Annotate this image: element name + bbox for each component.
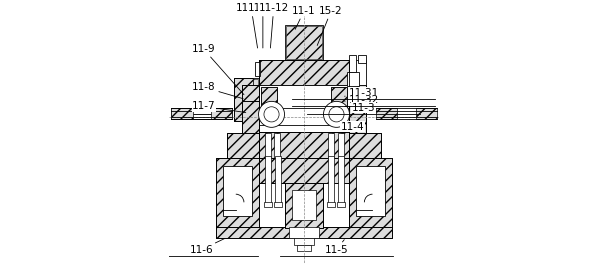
Bar (261, 87, 277, 112)
Bar (347, 72, 359, 86)
Bar (242, 101, 258, 133)
Bar (331, 87, 347, 112)
Bar (227, 133, 258, 158)
Bar (356, 166, 385, 216)
Bar (338, 133, 344, 158)
Bar (289, 227, 319, 238)
Bar (350, 101, 366, 133)
Bar (350, 55, 356, 72)
Bar (258, 132, 350, 158)
Bar (274, 133, 280, 158)
Bar (264, 133, 271, 158)
Bar (258, 158, 350, 183)
Bar (358, 55, 366, 63)
Bar (350, 101, 366, 133)
Bar (233, 78, 252, 121)
Bar (242, 101, 258, 133)
Bar (337, 202, 345, 207)
Bar (258, 158, 350, 183)
Bar (328, 133, 334, 158)
Bar (350, 85, 366, 109)
Bar (297, 245, 311, 251)
Text: 11-31: 11-31 (345, 88, 379, 98)
Bar (416, 109, 437, 119)
Bar (210, 109, 232, 119)
Bar (286, 26, 322, 59)
Bar (253, 79, 258, 89)
Bar (233, 78, 252, 121)
Bar (285, 183, 323, 228)
Text: 11-10: 11-10 (236, 3, 266, 48)
Bar (275, 156, 281, 205)
Text: 11-1: 11-1 (292, 6, 316, 29)
Text: 11-12: 11-12 (258, 3, 289, 48)
Circle shape (329, 107, 344, 122)
Bar (171, 109, 193, 119)
Bar (350, 158, 392, 228)
Bar (350, 158, 392, 228)
Text: 11-11: 11-11 (247, 3, 278, 48)
Text: 15-2: 15-2 (317, 6, 343, 45)
Bar (216, 227, 392, 238)
Bar (328, 156, 334, 205)
Bar (350, 133, 381, 158)
Bar (258, 85, 350, 132)
Bar (252, 78, 258, 90)
Bar (223, 166, 252, 216)
Text: 11-32: 11-32 (345, 95, 379, 105)
Text: 11-9: 11-9 (192, 44, 244, 95)
Text: 11-7: 11-7 (192, 101, 246, 113)
Bar (216, 158, 259, 228)
Bar (227, 133, 258, 158)
Circle shape (323, 101, 350, 127)
Bar (331, 87, 347, 112)
Bar (350, 60, 366, 85)
Text: 11-4: 11-4 (341, 122, 365, 133)
Bar (171, 114, 232, 119)
Bar (350, 133, 381, 158)
Bar (285, 183, 323, 228)
Bar (258, 60, 350, 85)
Bar (339, 156, 344, 205)
Bar (294, 238, 314, 245)
Bar (327, 202, 336, 207)
Bar (242, 85, 258, 109)
Circle shape (258, 101, 285, 127)
Bar (350, 85, 366, 109)
Text: 11-5: 11-5 (325, 240, 348, 255)
Circle shape (264, 107, 279, 122)
Bar (376, 109, 398, 119)
Text: 11-3: 11-3 (345, 103, 375, 113)
Text: 11-8: 11-8 (192, 82, 243, 99)
Bar (216, 158, 259, 228)
Text: 11-6: 11-6 (189, 239, 224, 255)
Bar (216, 227, 392, 238)
Bar (292, 190, 316, 220)
Bar (258, 60, 350, 85)
Bar (242, 85, 258, 109)
Bar (274, 202, 282, 207)
Bar (261, 87, 277, 112)
Bar (264, 202, 272, 207)
Bar (258, 132, 350, 158)
Bar (171, 109, 232, 114)
Bar (264, 156, 271, 205)
Bar (285, 25, 323, 60)
Bar (255, 61, 260, 76)
